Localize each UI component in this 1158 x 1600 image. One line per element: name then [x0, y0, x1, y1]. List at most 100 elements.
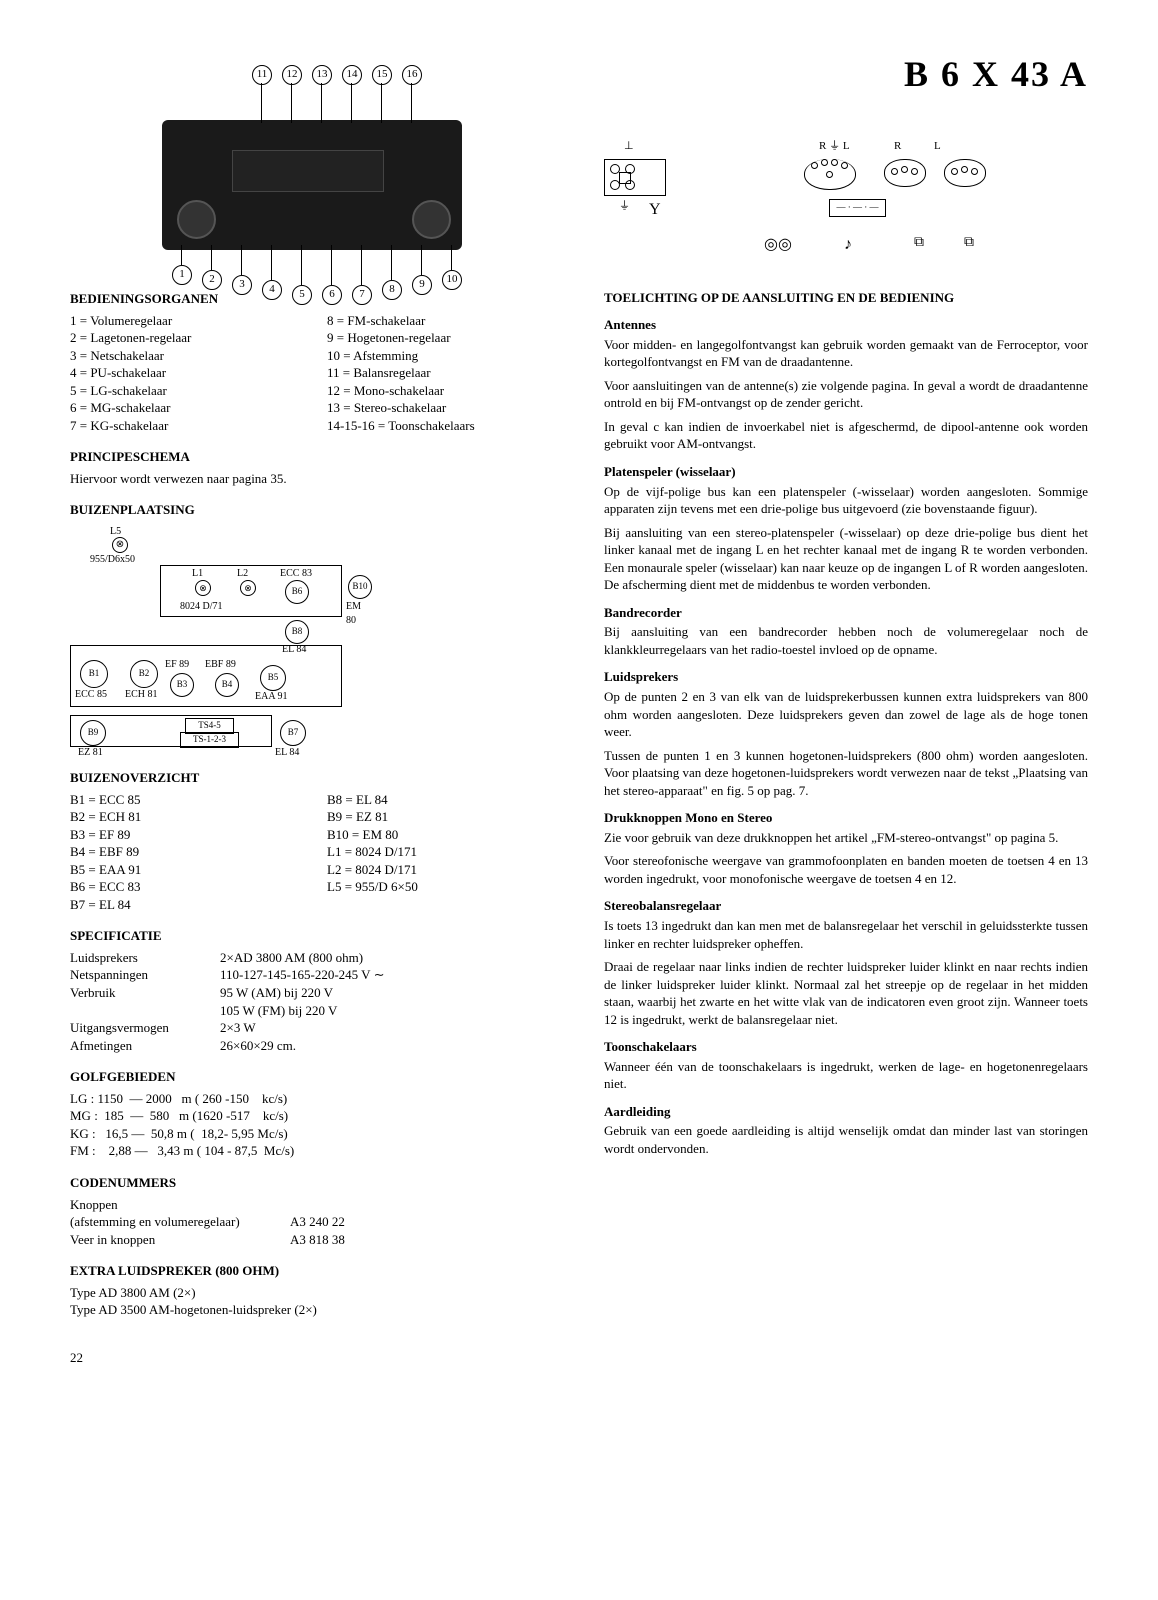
- speaker-icon: ⧉: [914, 234, 924, 253]
- ef89-label: EF 89: [165, 658, 189, 672]
- l2-label: L2: [237, 567, 248, 581]
- luidsprekers-p2: Tussen de punten 1 en 3 kunnen hogetonen…: [604, 747, 1088, 800]
- antennes-p1: Voor midden- en langegolfontvangst kan g…: [604, 336, 1088, 371]
- antennes-p2: Voor aansluitingen van de antenne(s) zie…: [604, 377, 1088, 412]
- radio-photo-diagram: 11 12 13 14 15 16 1 2 3 4 5 6 7 8 9 10: [122, 50, 502, 270]
- eaa91-label: EAA 91: [255, 690, 288, 704]
- control-item: 2 = Lagetonen-regelaar: [70, 329, 297, 347]
- model-number: B 6 X 43 A: [604, 50, 1088, 99]
- code-table: Knoppen (afstemming en volumeregelaar)A3…: [70, 1196, 554, 1249]
- tube-b7: B7: [280, 720, 306, 746]
- tube-list-left: B1 = ECC 85 B2 = ECH 81 B3 = EF 89 B4 = …: [70, 791, 297, 914]
- drukknoppen-p1: Zie voor gebruik van deze drukknoppen he…: [604, 829, 1088, 847]
- platenspeler-p1: Op de vijf-polige bus kan een platenspel…: [604, 483, 1088, 518]
- control-label-13: 13: [312, 65, 332, 85]
- golfgebieden-title: GOLFGEBIEDEN: [70, 1068, 554, 1086]
- spec-table: Luidsprekers2×AD 3800 AM (800 ohm) Netsp…: [70, 949, 554, 1054]
- radio-display: [232, 150, 384, 192]
- control-label-12: 12: [282, 65, 302, 85]
- principeschema-text: Hiervoor wordt verwezen naar pagina 35.: [70, 470, 554, 488]
- tube-list: B1 = ECC 85 B2 = ECH 81 B3 = EF 89 B4 = …: [70, 791, 554, 914]
- tube-row: L5 = 955/D 6×50: [327, 878, 554, 896]
- control-item: 5 = LG-schakelaar: [70, 382, 297, 400]
- tube-row: L2 = 8024 D/171: [327, 861, 554, 879]
- control-label-8: 8: [382, 280, 402, 300]
- controls-left: 1 = Volumeregelaar 2 = Lagetonen-regelaa…: [70, 312, 297, 435]
- lamp-icon: ⊗: [112, 537, 128, 553]
- speaker-icon: ⧉: [964, 234, 974, 253]
- record-icon: ♪: [844, 234, 852, 256]
- tube-row: B4 = EBF 89: [70, 843, 297, 861]
- control-label-2: 2: [202, 270, 222, 290]
- tube-row: B2 = ECH 81: [70, 808, 297, 826]
- tube-list-right: B8 = EL 84 B9 = EZ 81 B10 = EM 80 L1 = 8…: [327, 791, 554, 914]
- control-label-7: 7: [352, 285, 372, 305]
- toelichting-title: TOELICHTING OP DE AANSLUITING EN DE BEDI…: [604, 289, 1088, 307]
- toonschakelaars-heading: Toonschakelaars: [604, 1038, 1088, 1056]
- tube-row: B5 = EAA 91: [70, 861, 297, 879]
- stereobalans-p2: Draai de regelaar naar links indien de r…: [604, 958, 1088, 1028]
- control-item: 9 = Hogetonen-regelaar: [327, 329, 554, 347]
- code-row: Knoppen: [70, 1196, 554, 1214]
- tape-box: — · — · —: [829, 199, 886, 217]
- buizenoverzicht-title: BUIZENOVERZICHT: [70, 769, 554, 787]
- spec-row: Uitgangsvermogen2×3 W: [70, 1019, 554, 1037]
- tube-b9: B9: [80, 720, 106, 746]
- ebf89-label: EBF 89: [205, 658, 236, 672]
- tube-row: L1 = 8024 D/171: [327, 843, 554, 861]
- chassis-label: 8024 D/71: [180, 600, 223, 614]
- antennes-heading: Antennes: [604, 316, 1088, 334]
- extra-ls-line: Type AD 3800 AM (2×): [70, 1284, 554, 1302]
- pickup-3pin-r: [884, 159, 926, 187]
- pickup-3pin-l: [944, 159, 986, 187]
- control-label-5: 5: [292, 285, 312, 305]
- tube-b2: B2: [130, 660, 158, 688]
- tube-b1: B1: [80, 660, 108, 688]
- band-row: FM : 2,88 — 3,43 m ( 104 - 87,5 Mc/s): [70, 1142, 554, 1160]
- el84-label: EL 84: [282, 643, 306, 657]
- ecc83-label: ECC 83: [280, 567, 312, 581]
- specificatie-title: SPECIFICATIE: [70, 927, 554, 945]
- tube-b6: B6: [285, 580, 309, 604]
- antennes-p3: In geval c kan indien de invoerkabel nie…: [604, 418, 1088, 453]
- ground-icon: ⏚: [619, 199, 630, 214]
- drukknoppen-p2: Voor stereofonische weergave van grammof…: [604, 852, 1088, 887]
- el84-b7-label: EL 84: [275, 746, 299, 760]
- tube-row: B8 = EL 84: [327, 791, 554, 809]
- aardleiding-p1: Gebruik van een goede aardleiding is alt…: [604, 1122, 1088, 1157]
- band-row: LG : 1150 — 2000 m ( 260 -150 kc/s): [70, 1090, 554, 1108]
- tube-row: B3 = EF 89: [70, 826, 297, 844]
- control-label-9: 9: [412, 275, 432, 295]
- control-label-15: 15: [372, 65, 392, 85]
- principeschema-title: PRINCIPESCHEMA: [70, 448, 554, 466]
- stereobalans-p1: Is toets 13 ingedrukt dan kan men met de…: [604, 917, 1088, 952]
- control-item: 11 = Balansregelaar: [327, 364, 554, 382]
- l-label: L: [934, 139, 941, 154]
- connection-diagram: ⊥ ⏚ Y R ⏚ L R L: [604, 139, 1064, 259]
- extra-ls-title: EXTRA LUIDSPREKER (800 ohm): [70, 1262, 554, 1280]
- tube-b5: B5: [260, 665, 286, 691]
- page: 11 12 13 14 15 16 1 2 3 4 5 6 7 8 9 10: [0, 0, 1158, 1406]
- em80-label: EM 80: [346, 600, 370, 627]
- pickup-5pin: [804, 159, 856, 190]
- platenspeler-heading: Platenspeler (wisselaar): [604, 463, 1088, 481]
- l1-label: L1: [192, 567, 203, 581]
- control-item: 6 = MG-schakelaar: [70, 399, 297, 417]
- tube-b4: B4: [215, 673, 239, 697]
- control-item: 3 = Netschakelaar: [70, 347, 297, 365]
- left-column: 11 12 13 14 15 16 1 2 3 4 5 6 7 8 9 10: [70, 50, 554, 1366]
- codenummers-title: CODENUMMERS: [70, 1174, 554, 1192]
- tube-row: B10 = EM 80: [327, 826, 554, 844]
- control-item: 1 = Volumeregelaar: [70, 312, 297, 330]
- control-label-14: 14: [342, 65, 362, 85]
- control-item: 8 = FM-schakelaar: [327, 312, 554, 330]
- ts123-box: TS-1-2-3: [180, 732, 239, 748]
- band-row: KG : 16,5 — 50,8 m ( 18,2- 5,95 Mc/s): [70, 1125, 554, 1143]
- l5-value: 955/D6x50: [90, 553, 135, 567]
- control-item: 14-15-16 = Toonschakelaars: [327, 417, 554, 435]
- b9-value: EZ 81: [78, 746, 103, 760]
- band-row: MG : 185 — 580 m (1620 -517 kc/s): [70, 1107, 554, 1125]
- rl-label: R ⏚ L: [819, 139, 850, 154]
- lamp-icon: ⊗: [240, 580, 256, 596]
- b2-value: ECH 81: [125, 688, 158, 702]
